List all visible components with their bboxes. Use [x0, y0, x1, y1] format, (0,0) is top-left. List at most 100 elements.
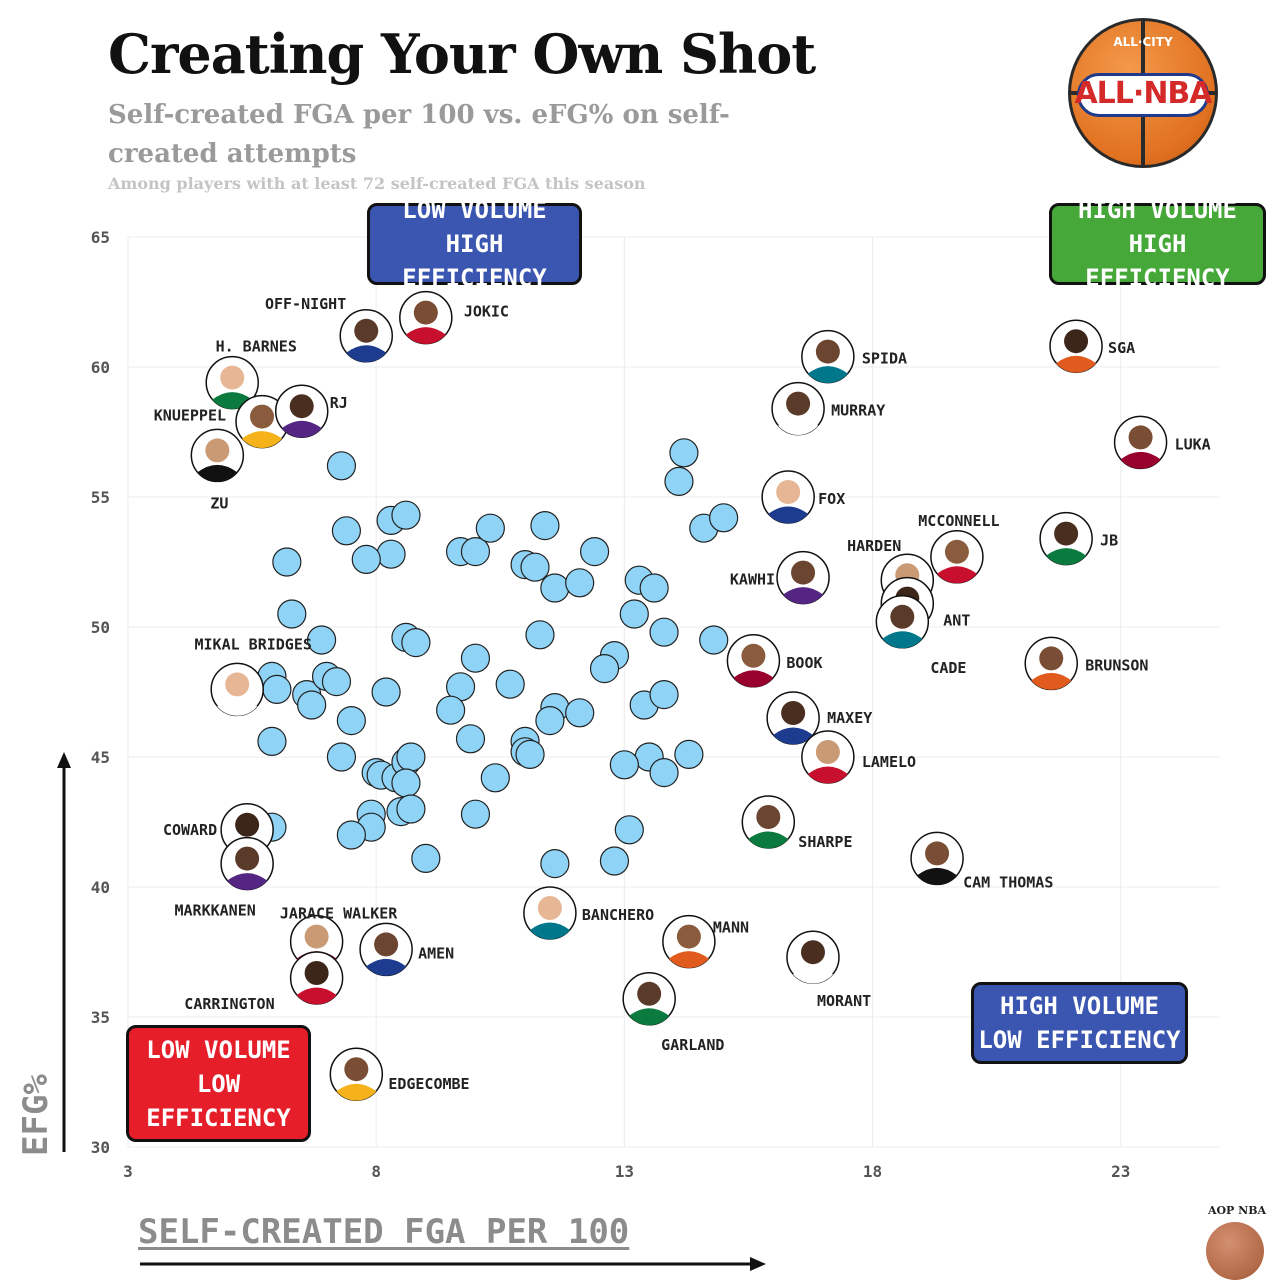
player-headshot: ZU: [190, 428, 245, 512]
player-name-label: SGA: [1108, 339, 1135, 357]
x-tick-label: 3: [123, 1162, 133, 1181]
headshot-jersey: [936, 566, 977, 584]
player-point: [371, 677, 401, 707]
headshot-jersey: [336, 1083, 377, 1101]
quadrant-line: LOW VOLUME: [402, 196, 547, 224]
player-headshot: EDGECOMBE: [329, 1047, 470, 1101]
headshot-face: [289, 394, 314, 419]
player-headshot: RJ: [274, 384, 348, 438]
headshot-face: [786, 391, 811, 416]
player-point: [277, 599, 307, 629]
headshot-face: [815, 740, 840, 764]
player-point: [709, 503, 739, 533]
player-point: [525, 620, 555, 650]
player-point: [396, 742, 426, 772]
y-axis-label: EFG%: [16, 1074, 56, 1156]
player-point: [540, 573, 570, 603]
player-headshot: OFF-NIGHT: [265, 295, 394, 363]
headshot-face: [815, 339, 840, 364]
headshot-jersey: [778, 418, 819, 435]
player-point: [565, 568, 595, 598]
player-point: [326, 742, 357, 772]
player-point: [272, 547, 302, 577]
player-name-label: SPIDA: [862, 350, 907, 368]
quadrant-line: HIGH VOLUME: [1078, 196, 1237, 224]
headshot-jersey: [917, 867, 958, 885]
player-name-label: KNUEPPEL: [154, 407, 226, 425]
headshot-jersey: [197, 464, 238, 482]
headshot-jersey: [668, 951, 709, 968]
headshot-face: [756, 805, 781, 829]
headshot-jersey: [629, 1008, 670, 1026]
headshot-face: [304, 961, 329, 985]
player-point: [401, 627, 431, 658]
player-name-label: JOKIC: [464, 303, 509, 321]
headshot-jersey: [217, 698, 258, 716]
player-point: [614, 815, 644, 845]
player-headshot: BANCHERO: [523, 886, 654, 940]
y-tick-labels: 30 35 40 45 50 55 60 65: [91, 228, 110, 1157]
quadrant-line: HIGH VOLUME: [1000, 992, 1159, 1020]
player-headshot: BRUNSON: [1024, 636, 1148, 691]
player-point: [460, 799, 491, 829]
logo-main-text: ALL·NBA: [1074, 76, 1212, 111]
player-name-label: MURRAY: [831, 402, 885, 420]
player-point: [699, 625, 729, 655]
player-point: [262, 674, 292, 705]
y-tick-label: 35: [91, 1008, 110, 1027]
chart-note: Among players with at least 72 self-crea…: [108, 174, 646, 193]
player-point: [649, 617, 679, 647]
headshot-face: [781, 701, 806, 725]
headshot-face: [1064, 329, 1089, 354]
player-name-label: COWARD: [163, 821, 217, 839]
quadrant-low-volume-high-efficiency: LOW VOLUME HIGH EFFICIENCY: [367, 196, 582, 292]
player-name-label: BRUNSON: [1085, 656, 1148, 674]
headshot-jersey: [1046, 548, 1087, 565]
headshot-face: [537, 896, 562, 920]
headshot-face: [637, 981, 662, 1006]
player-point: [649, 757, 679, 788]
headshot-jersey: [882, 631, 923, 649]
player-point: [306, 625, 337, 655]
player-point: [609, 750, 639, 780]
player-point: [297, 690, 327, 720]
player-headshot: KAWHI: [730, 550, 830, 605]
player-name-label: BANCHERO: [582, 906, 654, 924]
x-tick-label: 8: [371, 1162, 381, 1181]
player-headshot: H. BARNES: [205, 338, 297, 410]
player-point: [669, 438, 699, 468]
headshot-jersey: [227, 873, 268, 890]
player-point: [599, 846, 630, 876]
headshot-jersey: [807, 766, 848, 784]
y-tick-label: 60: [91, 358, 110, 377]
player-point: [664, 466, 694, 496]
aop-logo-text: AOP NBA: [1207, 1204, 1267, 1217]
player-point: [480, 763, 510, 793]
logo-top-text: ALL·CITY: [1113, 35, 1173, 49]
headshot-jersey: [792, 966, 833, 984]
headshot-face: [413, 300, 438, 325]
player-point: [649, 679, 679, 710]
player-headshot: AMEN: [359, 922, 454, 977]
headshot-face: [374, 932, 399, 957]
headshot-face: [235, 812, 260, 837]
headshot-jersey: [768, 506, 809, 524]
player-name-label: OFF-NIGHT: [265, 295, 346, 313]
headshot-jersey: [281, 420, 322, 438]
headshot-face: [676, 924, 701, 949]
player-point: [396, 794, 426, 824]
player-name-label: ZU: [210, 494, 228, 512]
chart-subtitle: Self-created FGA per 100 vs. eFG% on sel…: [108, 100, 730, 169]
player-headshot: KNUEPPEL: [154, 394, 289, 449]
player-point: [326, 451, 357, 481]
headshot-face: [1039, 646, 1064, 671]
y-tick-label: 55: [91, 488, 110, 507]
headshot-face: [1128, 425, 1153, 450]
y-tick-label: 30: [91, 1138, 110, 1157]
player-point: [460, 536, 491, 567]
headshot-jersey: [346, 345, 387, 363]
player-headshot: LUKA: [1113, 415, 1211, 470]
all-nba-logo: ALL·CITY ALL·NBA: [1068, 18, 1218, 168]
quadrant-line: HIGH EFFICIENCY: [1085, 230, 1230, 292]
